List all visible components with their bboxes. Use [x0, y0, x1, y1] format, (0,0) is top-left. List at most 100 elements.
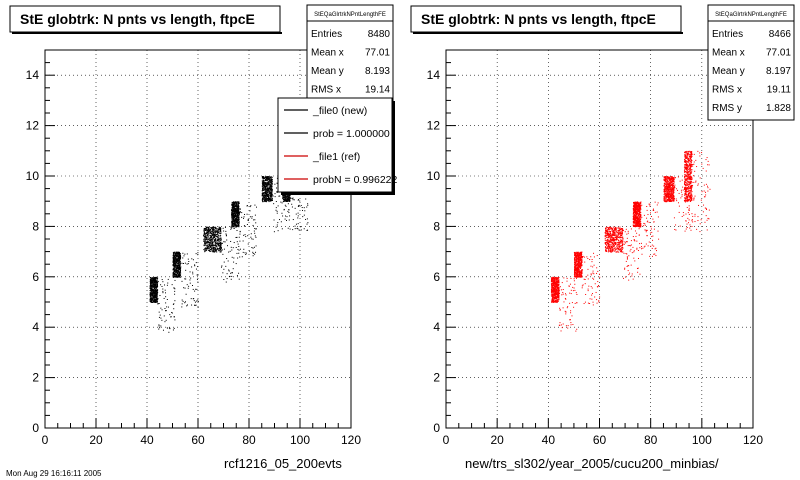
- data-point: [211, 229, 213, 231]
- data-point: [251, 216, 253, 218]
- data-point: [265, 193, 267, 195]
- data-point: [150, 300, 152, 302]
- data-point: [151, 287, 153, 289]
- data-point: [577, 254, 579, 256]
- data-point: [301, 207, 303, 209]
- data-point: [568, 285, 570, 287]
- data-point: [608, 232, 610, 234]
- data-point: [232, 211, 234, 213]
- data-point: [180, 257, 182, 259]
- data-point: [236, 236, 238, 238]
- data-point: [237, 203, 239, 205]
- data-point: [289, 196, 291, 198]
- data-point: [284, 204, 286, 206]
- data-point: [216, 242, 218, 244]
- data-point: [579, 266, 581, 268]
- data-point: [569, 283, 571, 285]
- data-point: [572, 324, 574, 326]
- data-point: [184, 262, 186, 264]
- data-point: [554, 287, 556, 289]
- data-point: [560, 330, 562, 332]
- data-point: [271, 188, 273, 190]
- data-point: [270, 195, 272, 197]
- data-point: [247, 219, 249, 221]
- data-point: [273, 231, 275, 233]
- data-point: [575, 262, 577, 264]
- data-point: [210, 250, 212, 252]
- data-point: [297, 228, 299, 230]
- data-point: [150, 295, 152, 297]
- data-point: [176, 262, 178, 264]
- data-point: [238, 225, 240, 227]
- x-tick-label: 0: [42, 433, 49, 447]
- data-point: [213, 236, 215, 238]
- data-point: [179, 264, 181, 266]
- data-point: [271, 179, 273, 181]
- data-point: [180, 270, 182, 272]
- data-point: [574, 271, 576, 273]
- data-point: [238, 214, 240, 216]
- data-point: [575, 252, 577, 254]
- data-point: [220, 247, 222, 249]
- data-point: [174, 251, 176, 253]
- data-point: [177, 274, 179, 276]
- data-point: [553, 300, 555, 302]
- data-point: [556, 298, 558, 300]
- data-point: [173, 274, 175, 276]
- data-point: [302, 216, 304, 218]
- cluster-n9: [261, 176, 291, 233]
- data-point: [249, 206, 251, 208]
- data-point: [167, 278, 169, 280]
- data-point: [208, 249, 210, 251]
- data-point: [551, 291, 553, 293]
- data-point: [217, 228, 219, 230]
- data-point: [179, 274, 181, 276]
- y-tick-label: 10: [427, 169, 441, 183]
- data-point: [280, 201, 282, 203]
- data-point: [233, 261, 235, 263]
- data-point: [558, 294, 560, 296]
- data-point: [179, 258, 181, 260]
- data-point: [161, 309, 163, 311]
- data-point: [156, 294, 158, 296]
- data-point: [273, 219, 275, 221]
- data-point: [580, 266, 582, 268]
- data-point: [553, 278, 555, 280]
- data-point: [558, 299, 560, 301]
- data-point: [154, 282, 156, 284]
- data-point: [217, 242, 219, 244]
- data-point: [179, 256, 181, 258]
- data-point: [176, 260, 178, 262]
- data-point: [184, 302, 186, 304]
- data-point: [270, 188, 272, 190]
- data-point: [235, 226, 237, 228]
- data-point: [206, 227, 208, 229]
- data-point: [173, 276, 175, 278]
- data-point: [619, 235, 621, 237]
- data-point: [153, 295, 155, 297]
- cluster-n7: [604, 226, 641, 281]
- data-point: [179, 265, 181, 267]
- data-point: [555, 278, 557, 280]
- data-point: [222, 272, 224, 274]
- data-point: [265, 185, 267, 187]
- data-point: [273, 203, 275, 205]
- data-point: [245, 254, 247, 256]
- data-point: [579, 254, 581, 256]
- data-point: [580, 252, 582, 254]
- data-point: [156, 300, 158, 302]
- data-point: [178, 253, 180, 255]
- data-point: [235, 214, 237, 216]
- data-point: [237, 213, 239, 215]
- data-point: [571, 315, 573, 317]
- data-point: [262, 193, 264, 195]
- data-point: [154, 300, 156, 302]
- x-tick-label: 0: [443, 433, 450, 447]
- data-point: [219, 227, 221, 229]
- data-point: [173, 308, 175, 310]
- data-point: [150, 281, 152, 283]
- data-point: [578, 265, 580, 267]
- data-point: [252, 252, 254, 254]
- data-point: [156, 280, 158, 282]
- data-point: [553, 300, 555, 302]
